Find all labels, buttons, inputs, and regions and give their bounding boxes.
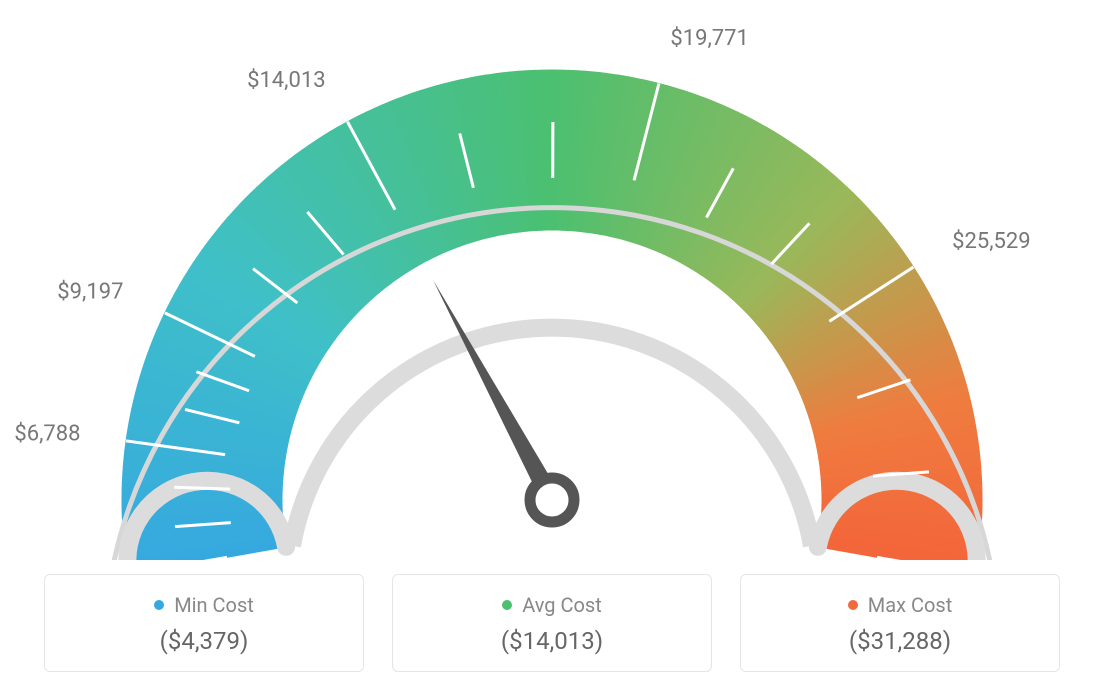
min-cost-value: ($4,379) — [55, 627, 353, 655]
avg-cost-label: Avg Cost — [522, 593, 602, 617]
avg-cost-card: Avg Cost ($14,013) — [392, 574, 712, 672]
max-cost-card: Max Cost ($31,288) — [740, 574, 1060, 672]
min-cost-dot — [154, 600, 164, 610]
gauge-hub — [530, 478, 574, 522]
min-cost-card: Min Cost ($4,379) — [44, 574, 364, 672]
gauge-tick-label: $19,771 — [670, 26, 749, 51]
gauge-tick-label: $14,013 — [247, 68, 326, 93]
max-cost-dot — [848, 600, 858, 610]
min-cost-label: Min Cost — [174, 593, 254, 617]
max-cost-label: Max Cost — [868, 593, 953, 617]
gauge-tick-label: $25,529 — [952, 229, 1031, 254]
max-cost-value: ($31,288) — [751, 627, 1049, 655]
avg-cost-dot — [502, 600, 512, 610]
cost-gauge: $4,379$6,788$9,197$14,013$19,771$25,529$… — [0, 0, 1104, 560]
legend-row: Min Cost ($4,379) Avg Cost ($14,013) Max… — [0, 574, 1104, 672]
gauge-needle — [433, 280, 561, 505]
gauge-tick-label: $9,197 — [57, 280, 123, 305]
avg-cost-value: ($14,013) — [403, 627, 701, 655]
gauge-tick-label: $6,788 — [14, 421, 80, 446]
